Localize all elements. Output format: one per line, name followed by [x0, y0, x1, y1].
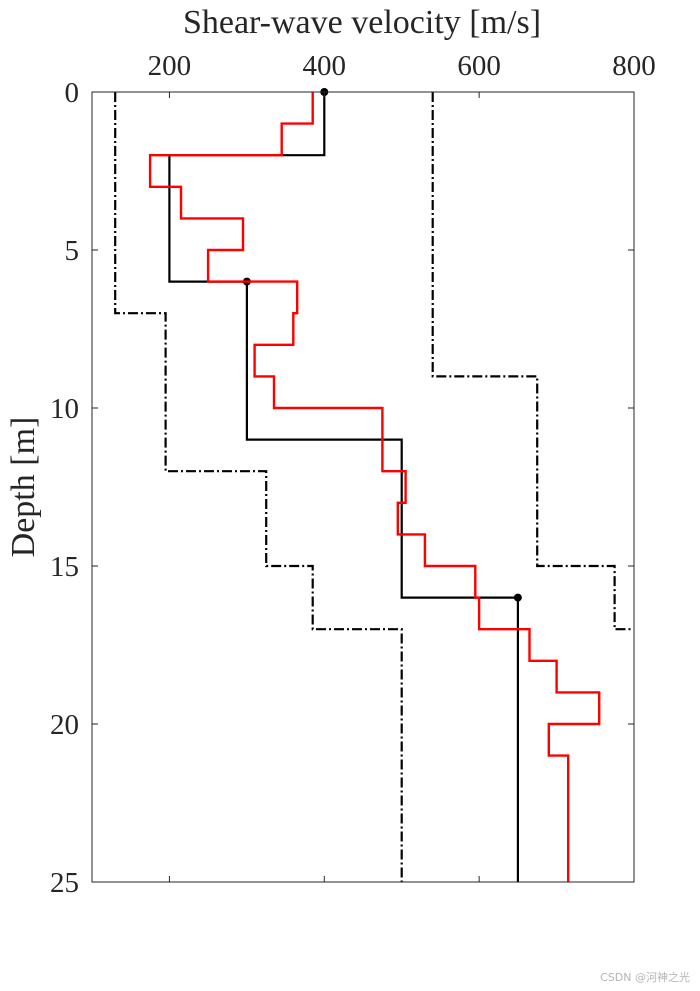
- watermark: CSDN @河神之光: [600, 971, 690, 984]
- plot-marks: [114, 88, 634, 882]
- series-estimated-profile: [148, 92, 601, 882]
- x-axis-title: Shear-wave velocity [m/s]: [183, 4, 541, 41]
- series-upper-bound: [431, 92, 634, 631]
- y-tick-label: 10: [50, 393, 79, 425]
- y-tick-label: 20: [50, 709, 79, 741]
- x-tick-label: 600: [457, 50, 501, 82]
- y-tick-label: 15: [50, 551, 79, 583]
- plot-frame: [91, 91, 635, 883]
- x-tick-label: 400: [303, 50, 347, 82]
- y-tick-label: 5: [65, 235, 80, 267]
- y-tick-label: 25: [50, 867, 79, 899]
- series-lower-bound: [114, 92, 403, 882]
- x-tick-label: 200: [148, 50, 192, 82]
- y-axis-title: Depth [m]: [5, 417, 42, 558]
- ticks: 200 400 600 800 0 5 10 15 20 25: [50, 50, 656, 899]
- x-tick-label: 800: [612, 50, 656, 82]
- y-tick-label: 0: [65, 77, 80, 109]
- series-true-profile: [168, 92, 520, 882]
- layer-top-marker: [513, 593, 522, 602]
